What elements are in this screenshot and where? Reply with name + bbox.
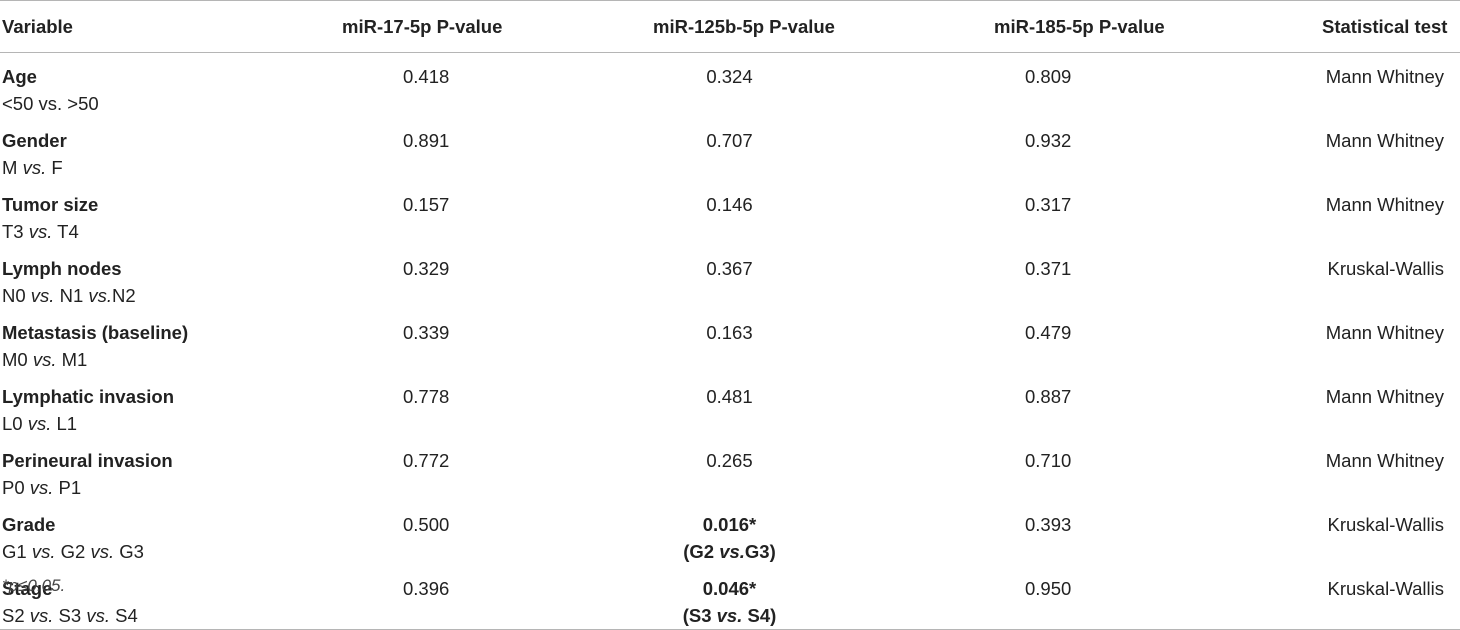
statistical-test: Kruskal-Wallis bbox=[1327, 514, 1445, 535]
table-header: Variable miR-17-5p P-value miR-125b-5p P… bbox=[0, 0, 1460, 53]
mir17-pvalue: 0.778 bbox=[403, 386, 450, 407]
mir125b-pvalue: 0.163 bbox=[706, 322, 753, 343]
mir185-pvalue: 0.393 bbox=[1025, 514, 1072, 535]
mir185-pvalue: 0.932 bbox=[1025, 130, 1072, 151]
header-row: Variable miR-17-5p P-value miR-125b-5p P… bbox=[0, 0, 1460, 53]
mir185-pvalue: 0.950 bbox=[955, 565, 1215, 630]
variable-cell: Stage S2 vs. S3 vs. S4 bbox=[0, 565, 280, 630]
variable-name: Grade bbox=[2, 514, 56, 535]
mir125b-pvalue: 0.324 bbox=[706, 66, 753, 87]
table-row: Lymph nodes N0 vs. N1 vs.N2 0.329 0.367 … bbox=[0, 245, 1460, 309]
mir125b-pvalue-significant: 0.016* (G2 vs.G3) bbox=[560, 501, 955, 565]
mir17-pvalue: 0.418 bbox=[403, 66, 450, 87]
mir17-pvalue: 0.500 bbox=[403, 514, 450, 535]
mir125b-pvalue: 0.146 bbox=[706, 194, 753, 215]
variable-name: Stage bbox=[2, 578, 53, 599]
mir17-pvalue: 0.772 bbox=[403, 450, 450, 471]
variable-cell: Tumor size T3 vs. T4 bbox=[0, 181, 280, 245]
variable-cell: Age <50 vs. >50 bbox=[0, 53, 280, 118]
statistical-test: Mann Whitney bbox=[1325, 194, 1444, 215]
mir17-pvalue: 0.329 bbox=[403, 258, 450, 279]
variable-name: Age bbox=[2, 66, 37, 87]
variable-cell: Gender M vs. F bbox=[0, 117, 280, 181]
statistical-test: Mann Whitney bbox=[1325, 450, 1444, 471]
mir125b-pvalue: 0.481 bbox=[706, 386, 753, 407]
mir125b-pvalue: 0.367 bbox=[706, 258, 753, 279]
header-statistical-test: Statistical test bbox=[1215, 0, 1460, 53]
table-row: Age <50 vs. >50 0.418 0.324 0.809 Mann W… bbox=[0, 53, 1460, 118]
mir17-pvalue: 0.396 bbox=[280, 565, 560, 630]
mir17-pvalue: 0.339 bbox=[403, 322, 450, 343]
table-row: Grade G1 vs. G2 vs. G3 0.500 0.016* (G2 … bbox=[0, 501, 1460, 565]
variable-name: Gender bbox=[2, 130, 67, 151]
variable-comparison: M vs. F bbox=[2, 157, 63, 178]
variable-name: Perineural invasion bbox=[2, 450, 173, 471]
table-footnote: *p≤0.05. bbox=[2, 576, 66, 595]
variable-name: Lymphatic invasion bbox=[2, 386, 175, 407]
mir125b-pvalue-significant: 0.046* (S3 vs. S4) bbox=[560, 565, 955, 630]
significant-comparison: (S3 vs. S4) bbox=[682, 605, 777, 626]
variable-comparison: M0 vs. M1 bbox=[2, 349, 88, 370]
variable-name: Metastasis (baseline) bbox=[2, 322, 189, 343]
variable-comparison: P0 vs. P1 bbox=[2, 477, 82, 498]
variable-comparison: G1 vs. G2 vs. G3 bbox=[2, 541, 144, 562]
variable-cell: Lymph nodes N0 vs. N1 vs.N2 bbox=[0, 245, 280, 309]
significant-comparison: (G2 vs.G3) bbox=[683, 541, 776, 562]
variable-cell: Grade G1 vs. G2 vs. G3 bbox=[0, 501, 280, 565]
statistical-test: Mann Whitney bbox=[1325, 386, 1444, 407]
table-row: Tumor size T3 vs. T4 0.157 0.146 0.317 M… bbox=[0, 181, 1460, 245]
mir185-pvalue: 0.371 bbox=[1025, 258, 1072, 279]
statistical-test: Kruskal-Wallis bbox=[1215, 565, 1460, 630]
table-body: Age <50 vs. >50 0.418 0.324 0.809 Mann W… bbox=[0, 53, 1460, 630]
mir185-pvalue: 0.809 bbox=[1025, 66, 1072, 87]
mir17-pvalue: 0.157 bbox=[403, 194, 450, 215]
variable-cell: Lymphatic invasion L0 vs. L1 bbox=[0, 373, 280, 437]
variable-comparison: N0 vs. N1 vs.N2 bbox=[2, 285, 136, 306]
mir185-pvalue: 0.887 bbox=[1025, 386, 1072, 407]
significant-pvalue: 0.016* bbox=[702, 514, 757, 535]
table-row: Stage S2 vs. S3 vs. S4 0.396 0.046* (S3 … bbox=[0, 565, 1460, 630]
table-row: Perineural invasion P0 vs. P1 0.772 0.26… bbox=[0, 437, 1460, 501]
mir125b-pvalue: 0.265 bbox=[706, 450, 753, 471]
mir185-pvalue: 0.710 bbox=[1025, 450, 1072, 471]
header-mir185-pvalue: miR-185-5p P-value bbox=[955, 0, 1215, 53]
statistical-test: Mann Whitney bbox=[1325, 322, 1444, 343]
table-row: Metastasis (baseline) M0 vs. M1 0.339 0.… bbox=[0, 309, 1460, 373]
significant-pvalue: 0.046* bbox=[702, 578, 757, 599]
header-mir125b-pvalue: miR-125b-5p P-value bbox=[560, 0, 955, 53]
mir17-pvalue: 0.891 bbox=[403, 130, 450, 151]
mir125b-pvalue: 0.707 bbox=[706, 130, 753, 151]
variable-name: Tumor size bbox=[2, 194, 99, 215]
variable-comparison: S2 vs. S3 vs. S4 bbox=[2, 605, 138, 626]
statistical-test: Mann Whitney bbox=[1325, 130, 1444, 151]
table-row: Gender M vs. F 0.891 0.707 0.932 Mann Wh… bbox=[0, 117, 1460, 181]
variable-cell: Metastasis (baseline) M0 vs. M1 bbox=[0, 309, 280, 373]
mir185-pvalue: 0.479 bbox=[1025, 322, 1072, 343]
variable-comparison: T3 vs. T4 bbox=[2, 221, 79, 242]
mir185-pvalue: 0.317 bbox=[1025, 194, 1072, 215]
variable-name: Lymph nodes bbox=[2, 258, 122, 279]
table-row: Lymphatic invasion L0 vs. L1 0.778 0.481… bbox=[0, 373, 1460, 437]
header-variable: Variable bbox=[0, 0, 280, 53]
variable-comparison: <50 vs. >50 bbox=[2, 93, 99, 114]
statistical-test: Kruskal-Wallis bbox=[1327, 258, 1445, 279]
variable-cell: Perineural invasion P0 vs. P1 bbox=[0, 437, 280, 501]
statistical-test: Mann Whitney bbox=[1325, 66, 1444, 87]
variable-comparison: L0 vs. L1 bbox=[2, 413, 78, 434]
header-mir17-pvalue: miR-17-5p P-value bbox=[280, 0, 560, 53]
